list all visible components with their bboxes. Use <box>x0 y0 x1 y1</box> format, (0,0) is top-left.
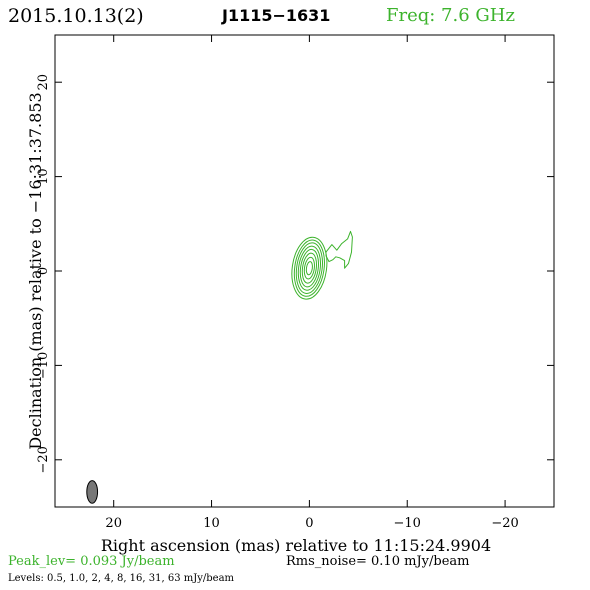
x-tick-label: −20 <box>491 516 518 531</box>
core-contour <box>291 236 328 300</box>
core-contours <box>291 236 328 300</box>
y-tick-label: 20 <box>36 74 51 91</box>
core-contour <box>305 261 313 276</box>
x-tick-label: 20 <box>105 516 122 531</box>
epoch-date: 2015.10.13(2) <box>8 5 144 27</box>
beam-ellipse <box>86 480 99 504</box>
y-tick-label: −20 <box>36 446 51 473</box>
core-contour <box>299 248 319 288</box>
core-contour <box>295 242 323 294</box>
axis-tick-labels: 20 10 0 −10 −20 20 10 0 −10 −20 <box>36 74 519 531</box>
core-contour <box>297 245 321 291</box>
frequency-label: Freq: 7.6 GHz <box>386 5 515 26</box>
core-contour <box>293 239 325 297</box>
y-axis-label: Declination (mas) relative to −16:31:37.… <box>26 92 45 449</box>
x-tick-label: −10 <box>394 516 421 531</box>
y-tick-label: 10 <box>36 168 51 185</box>
y-tick-label: −10 <box>36 352 51 379</box>
y-tick-label: 0 <box>36 267 51 275</box>
contour-levels: Levels: 0.5, 1.0, 2, 4, 8, 16, 31, 63 mJ… <box>8 573 235 584</box>
rms-noise: Rms_noise= 0.10 mJy/beam <box>286 554 470 569</box>
x-axis-label: Right ascension (mas) relative to 11:15:… <box>101 536 491 555</box>
core-contour <box>303 256 315 280</box>
x-tick-label: 0 <box>305 516 313 531</box>
x-tick-label: 10 <box>203 516 220 531</box>
peak-level: Peak_lev= 0.093 Jy/beam <box>8 554 175 569</box>
core-contour <box>301 252 317 284</box>
source-name: J1115−1631 <box>222 6 331 25</box>
axis-ticks <box>55 35 554 507</box>
jet-contour <box>325 230 353 269</box>
